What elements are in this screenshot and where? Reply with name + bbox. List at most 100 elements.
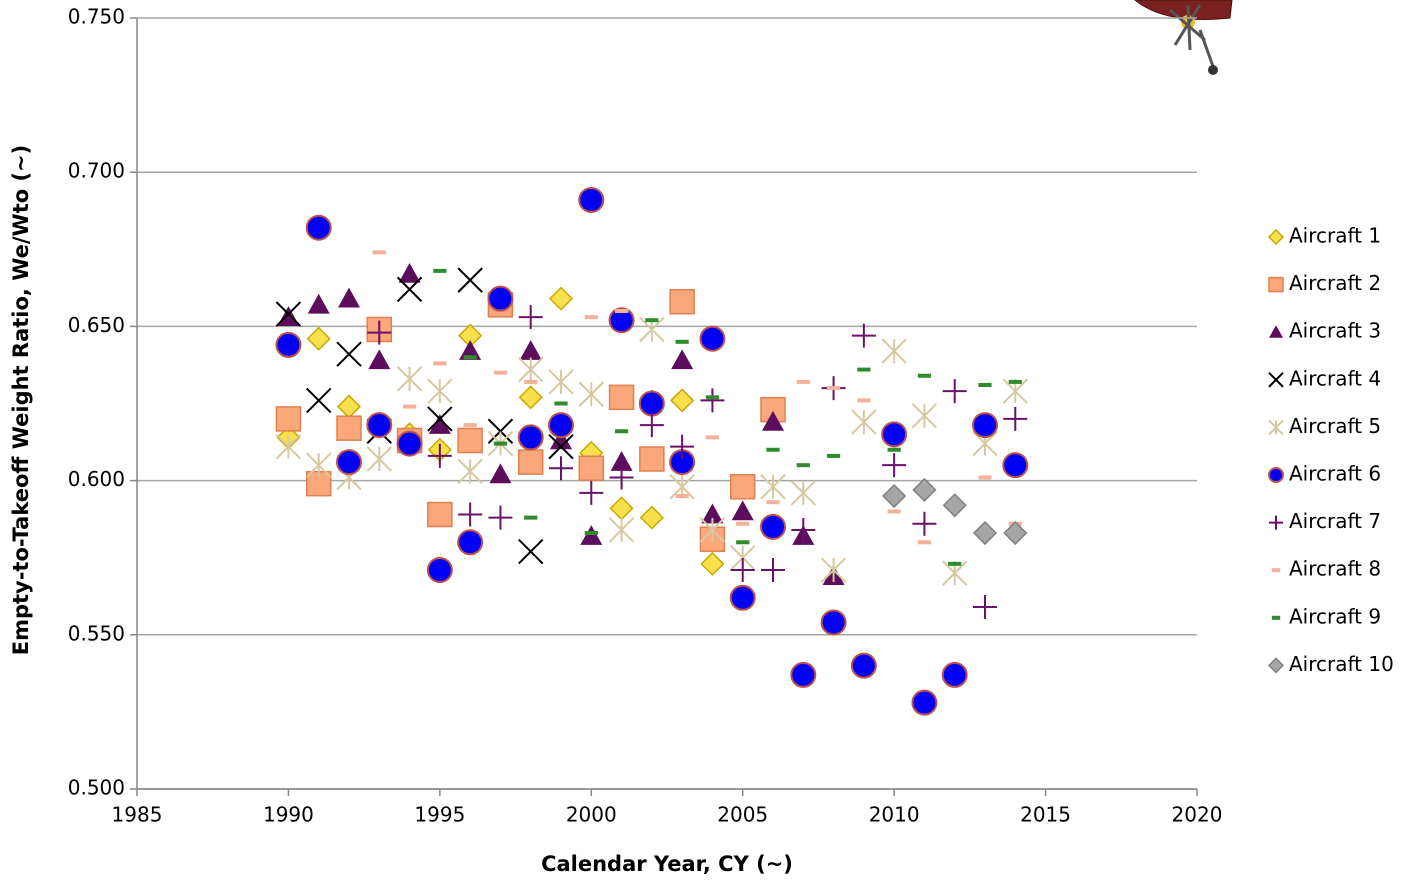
legend-marker bbox=[1272, 616, 1280, 620]
data-point bbox=[1003, 407, 1027, 431]
data-point bbox=[579, 481, 603, 505]
y-tick-label: 0.550 bbox=[68, 621, 125, 645]
data-point bbox=[307, 388, 331, 412]
data-point bbox=[766, 500, 779, 504]
data-point bbox=[585, 531, 598, 535]
data-point bbox=[852, 410, 876, 434]
legend-marker bbox=[1269, 420, 1283, 434]
data-point bbox=[338, 396, 360, 418]
data-point bbox=[585, 315, 598, 319]
data-point bbox=[918, 540, 931, 544]
data-point bbox=[731, 475, 755, 499]
x-tick-label: 2000 bbox=[566, 803, 617, 827]
data-point bbox=[579, 456, 603, 480]
data-point bbox=[458, 530, 482, 554]
data-point bbox=[615, 309, 628, 313]
data-point bbox=[428, 503, 452, 527]
data-point bbox=[338, 288, 360, 308]
data-point bbox=[671, 389, 693, 411]
data-point bbox=[549, 456, 573, 480]
data-point bbox=[791, 518, 815, 542]
data-point bbox=[519, 305, 543, 329]
data-point bbox=[337, 342, 361, 366]
data-point bbox=[488, 287, 512, 311]
data-point bbox=[912, 512, 936, 536]
data-point bbox=[488, 506, 512, 530]
data-point bbox=[822, 610, 846, 634]
data-point bbox=[706, 395, 719, 399]
data-point bbox=[519, 540, 543, 564]
data-point bbox=[429, 414, 451, 434]
x-tick-label: 2010 bbox=[869, 803, 920, 827]
data-point bbox=[736, 540, 749, 544]
y-tick-label: 0.650 bbox=[68, 313, 125, 337]
data-point bbox=[307, 216, 331, 240]
legend-label: Aircraft 7 bbox=[1289, 509, 1381, 533]
data-point bbox=[797, 463, 810, 467]
x-tick-label: 1990 bbox=[263, 803, 314, 827]
data-point bbox=[519, 450, 543, 474]
data-point bbox=[615, 429, 628, 433]
data-point bbox=[1009, 380, 1022, 384]
data-point bbox=[519, 358, 543, 382]
y-tick-label: 0.750 bbox=[68, 5, 125, 29]
data-point bbox=[308, 328, 330, 350]
data-point bbox=[761, 558, 785, 582]
data-point bbox=[670, 290, 694, 314]
data-point bbox=[458, 429, 482, 453]
data-point bbox=[978, 383, 991, 387]
x-tick-label: 1985 bbox=[112, 803, 163, 827]
data-point bbox=[464, 355, 477, 359]
data-point bbox=[822, 558, 846, 582]
data-point bbox=[458, 268, 482, 292]
data-point bbox=[640, 447, 664, 471]
data-point bbox=[882, 422, 906, 446]
data-point bbox=[883, 485, 905, 507]
data-point bbox=[700, 327, 724, 351]
data-point bbox=[948, 562, 961, 566]
data-point bbox=[489, 463, 511, 483]
data-point bbox=[373, 250, 386, 254]
data-point bbox=[827, 386, 840, 390]
data-point bbox=[433, 269, 446, 273]
data-point bbox=[944, 494, 966, 516]
x-tick-label: 2015 bbox=[1020, 803, 1071, 827]
data-point bbox=[1004, 522, 1026, 544]
data-point bbox=[276, 333, 300, 357]
legend-label: Aircraft 3 bbox=[1289, 319, 1381, 343]
data-point bbox=[766, 448, 779, 452]
data-point bbox=[676, 340, 689, 344]
data-point bbox=[428, 379, 452, 403]
data-point bbox=[676, 494, 689, 498]
data-point bbox=[403, 405, 416, 409]
data-point bbox=[520, 386, 542, 408]
data-point bbox=[791, 663, 815, 687]
data-point bbox=[791, 481, 815, 505]
data-point bbox=[913, 479, 935, 501]
data-point bbox=[882, 339, 906, 363]
chart: Calendar Year, CY (~) Empty-to-Takeoff W… bbox=[0, 0, 1416, 883]
data-point bbox=[610, 518, 634, 542]
data-point bbox=[761, 515, 785, 539]
data-point bbox=[276, 407, 300, 431]
data-point bbox=[736, 522, 749, 526]
legend-label: Aircraft 5 bbox=[1289, 414, 1381, 438]
y-tick-label: 0.600 bbox=[68, 467, 125, 491]
data-point bbox=[549, 370, 573, 394]
data-point bbox=[550, 288, 572, 310]
y-tick-label: 0.700 bbox=[68, 159, 125, 183]
data-point bbox=[464, 423, 477, 427]
data-point bbox=[706, 435, 719, 439]
data-point bbox=[458, 503, 482, 527]
decoration bbox=[1135, 0, 1232, 75]
data-point bbox=[973, 595, 997, 619]
y-axis-title: Empty-to-Takeoff Weight Ratio, We/Wto (~… bbox=[9, 145, 33, 656]
data-point bbox=[731, 586, 755, 610]
legend-marker bbox=[1269, 325, 1283, 338]
data-point bbox=[554, 402, 567, 406]
data-point bbox=[524, 380, 537, 384]
legend-marker bbox=[1269, 278, 1283, 292]
data-point bbox=[1003, 453, 1027, 477]
data-point bbox=[524, 516, 537, 520]
data-point bbox=[611, 497, 633, 519]
